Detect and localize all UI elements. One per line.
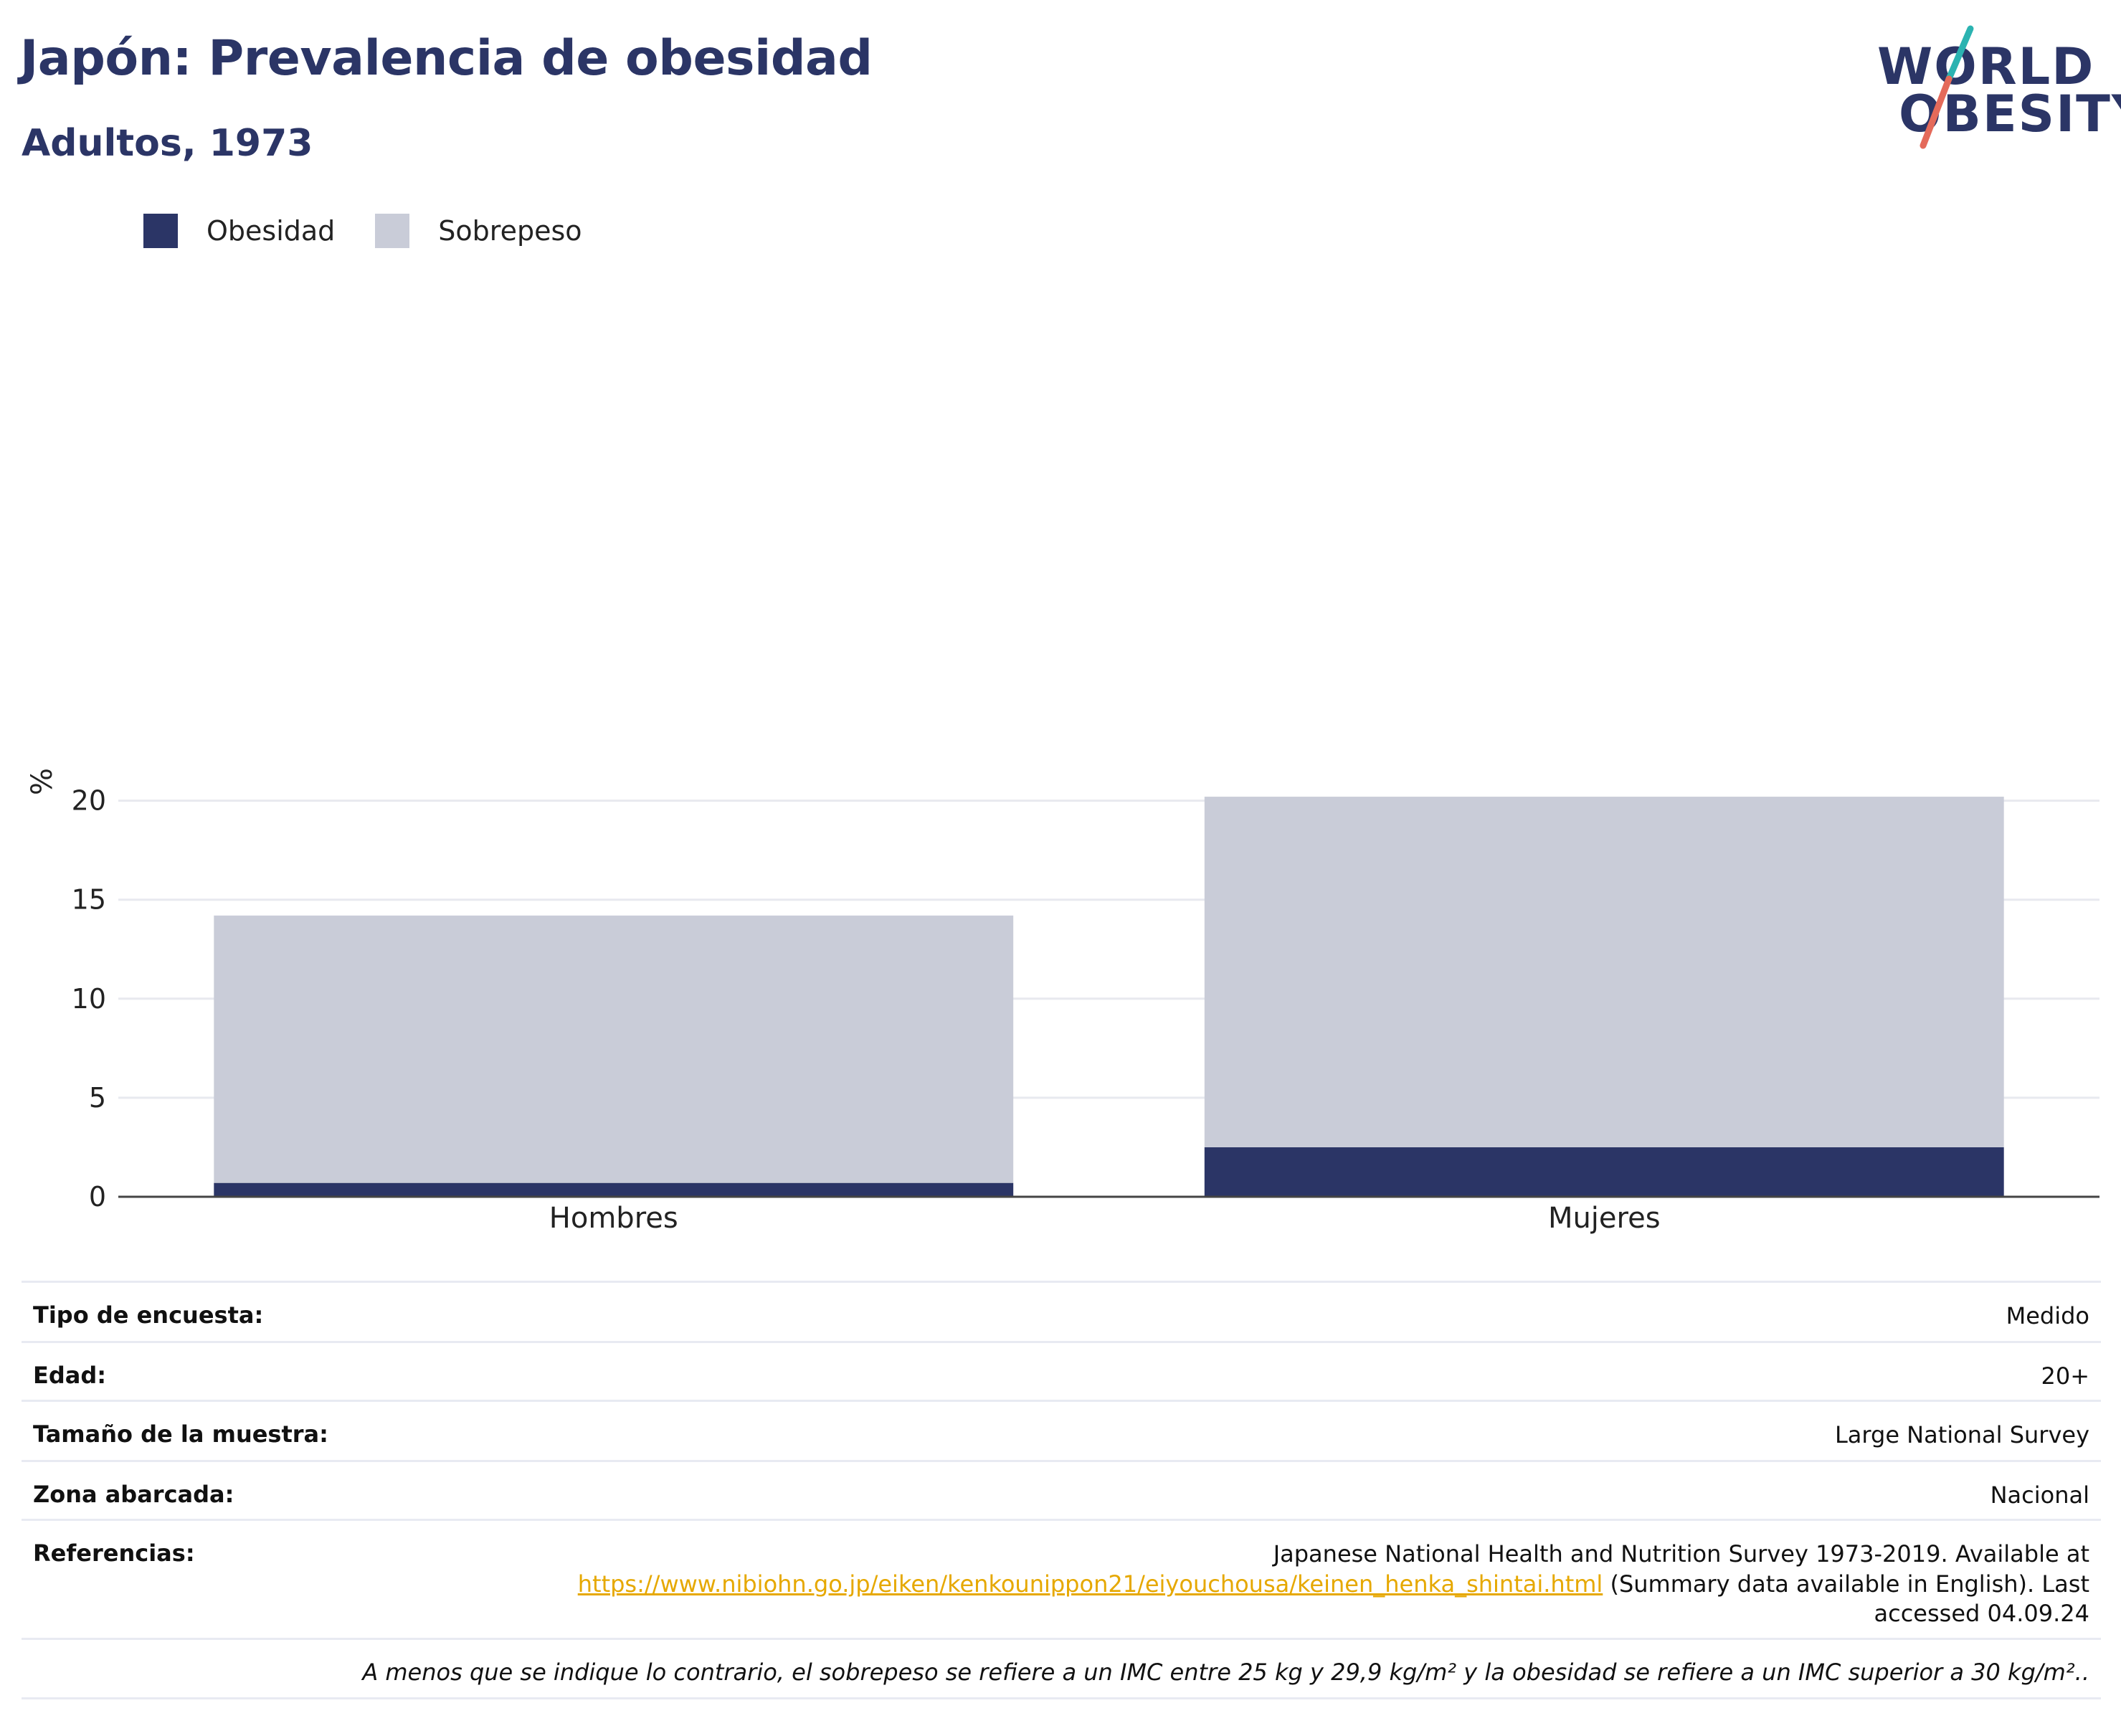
x-tick-label: Mujeres <box>1548 1202 1661 1235</box>
info-row-area: Zona abarcada: Nacional <box>22 1460 2101 1519</box>
legend-label-sobrepeso: Sobrepeso <box>438 215 582 247</box>
legend-item-obesidad: Obesidad <box>143 214 335 248</box>
bar-sobrepeso-mujeres <box>1204 797 2004 1147</box>
y-tick-label: 10 <box>72 983 106 1015</box>
y-axis-label: % <box>26 768 59 795</box>
info-key: Tamaño de la muestra: <box>33 1420 328 1448</box>
references-link[interactable]: https://www.nibiohn.go.jp/eiken/kenkouni… <box>577 1570 1603 1598</box>
info-row-references: Referencias: Japanese National Health an… <box>22 1519 2101 1638</box>
chart-subtitle: Adultos, 1973 <box>22 122 313 165</box>
info-key: Edad: <box>33 1362 107 1389</box>
chart-legend: Obesidad Sobrepeso <box>143 214 622 248</box>
references-after-link: (Summary data available in English). Las… <box>1603 1570 2089 1598</box>
references-line-3: accessed 04.09.24 <box>1874 1600 2090 1628</box>
y-tick-label: 15 <box>72 884 106 916</box>
info-row-sample-size: Tamaño de la muestra: Large National Sur… <box>22 1400 2101 1460</box>
info-row-age: Edad: 20+ <box>22 1341 2101 1400</box>
logo-slash-icon <box>1920 25 1974 149</box>
info-key: Referencias: <box>33 1540 195 1567</box>
info-key: Tipo de encuesta: <box>33 1301 264 1329</box>
definition-note: A menos que se indique lo contrario, el … <box>22 1638 2101 1699</box>
bar-obesidad-hombres <box>214 1182 1014 1197</box>
legend-swatch-sobrepeso <box>375 214 410 248</box>
info-value: Large National Survey <box>1834 1421 2089 1448</box>
legend-label-obesidad: Obesidad <box>207 215 336 247</box>
chart-title: Japón: Prevalencia de obesidad <box>20 30 873 87</box>
references-line-1: Japanese National Health and Nutrition S… <box>1273 1540 2089 1567</box>
survey-info-table: Tipo de encuesta: Medido Edad: 20+ Tamañ… <box>22 1281 2101 1699</box>
x-tick-label: Hombres <box>549 1202 678 1235</box>
legend-item-sobrepeso: Sobrepeso <box>375 214 582 248</box>
bar-obesidad-mujeres <box>1204 1147 2004 1197</box>
y-tick-label: 0 <box>89 1181 106 1213</box>
bar-chart: 0 5 10 15 20% Hombres Mujeres <box>26 768 2099 1235</box>
logo-line-1: WORLD <box>1877 37 2095 96</box>
legend-swatch-obesidad <box>143 214 178 248</box>
info-value: Medido <box>2006 1302 2089 1329</box>
y-tick-label: 20 <box>72 785 106 817</box>
bar-sobrepeso-hombres <box>214 915 1014 1183</box>
info-row-survey-type: Tipo de encuesta: Medido <box>22 1281 2101 1341</box>
references-text: Japanese National Health and Nutrition S… <box>578 1521 2089 1629</box>
info-value: 20+ <box>2041 1362 2089 1390</box>
info-value: Nacional <box>1990 1481 2089 1509</box>
y-tick-label: 5 <box>89 1082 106 1114</box>
world-obesity-logo: WORLD OBESITY <box>1864 20 2121 156</box>
info-key: Zona abarcada: <box>33 1481 234 1508</box>
